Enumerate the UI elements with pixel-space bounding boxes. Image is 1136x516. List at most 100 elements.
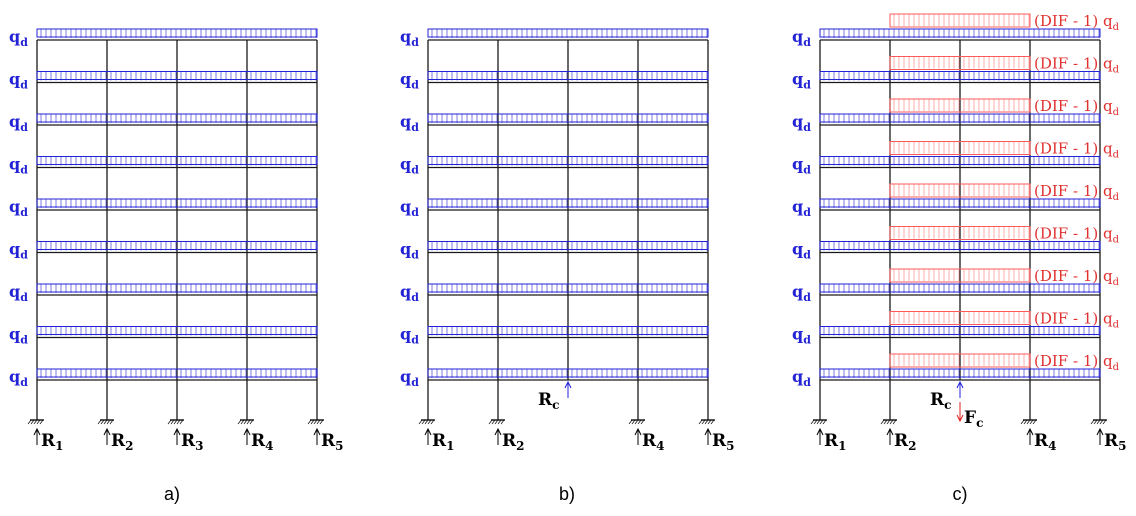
support-hatch	[237, 419, 242, 425]
support-hatch	[307, 419, 312, 425]
reaction-label-R2: R2	[502, 431, 525, 453]
reaction-label-R3-sub: 3	[195, 439, 203, 453]
load-label-qd-main: q	[9, 282, 20, 301]
load-label-qd-main: q	[400, 282, 411, 301]
support-hatch	[631, 419, 636, 425]
support-hatch	[816, 419, 821, 425]
uniform-load-box	[427, 283, 709, 293]
dif-load-box	[889, 268, 1031, 283]
dif-label-q: q	[1103, 352, 1113, 370]
support-hatch	[822, 419, 827, 425]
load-label-qd-sub: d	[411, 291, 419, 304]
support-hatch	[109, 419, 114, 425]
load-label-qd-sub: d	[20, 206, 28, 219]
dif-load-label: (DIF - 1) qd	[1034, 267, 1120, 288]
dif-label-q-sub: d	[1113, 107, 1120, 118]
dif-label-q: q	[1103, 182, 1113, 200]
load-label-qd-main: q	[400, 70, 411, 89]
reaction-label-R4: R4	[642, 431, 665, 453]
dif-label-q-sub: d	[1113, 277, 1120, 288]
reaction-label-R4-sub: 4	[1048, 439, 1056, 453]
load-label-qd-main: q	[9, 197, 20, 216]
reaction-label-R1: R1	[432, 431, 455, 453]
support-hatch	[889, 419, 894, 425]
load-label-qd-sub: d	[411, 376, 419, 389]
load-label-qd-sub: d	[803, 206, 811, 219]
reaction-label-R5: R5	[321, 431, 344, 453]
load-label-qd-main: q	[792, 240, 803, 259]
load-label-qd-sub: d	[20, 121, 28, 134]
dif-load-label: (DIF - 1) qd	[1034, 97, 1120, 118]
reaction-label-R5: R5	[712, 431, 735, 453]
load-label-qd: qd	[792, 70, 811, 92]
dif-load-box	[889, 353, 1031, 368]
dif-label-q-sub: d	[1113, 362, 1120, 373]
reaction-label-R1: R1	[41, 431, 64, 453]
reaction-arrowhead	[1026, 427, 1034, 436]
load-label-qd-main: q	[792, 367, 803, 386]
support-hatch	[100, 419, 105, 425]
dif-load-label: (DIF - 1) qd	[1034, 12, 1120, 33]
dif-load-box	[889, 141, 1031, 155]
Rc-arrowhead	[956, 380, 964, 389]
uniform-load-box	[427, 28, 709, 38]
support-hatch	[27, 419, 32, 425]
reaction-arrowhead	[634, 427, 642, 436]
dif-load-box	[889, 311, 1031, 325]
reaction-label-Rc-main: R	[538, 390, 553, 410]
support-hatch	[167, 419, 172, 425]
support-hatch	[494, 419, 499, 425]
support-hatch	[1099, 419, 1104, 425]
reaction-label-R2-sub: 2	[516, 439, 524, 453]
reaction-label-R4-sub: 4	[656, 439, 664, 453]
reaction-arrowhead	[33, 427, 41, 436]
load-label-qd: qd	[400, 282, 419, 304]
reaction-label-R2-main: R	[894, 431, 909, 451]
reaction-label-R4: R4	[1034, 431, 1057, 453]
support-hatch	[427, 419, 432, 425]
reaction-arrowhead	[173, 427, 181, 436]
dif-label-q-sub: d	[1113, 22, 1120, 33]
reaction-label-R4: R4	[251, 431, 274, 453]
reaction-label-R1-main: R	[824, 431, 839, 451]
uniform-load-box	[36, 241, 318, 250]
reaction-label-Rc-main: R	[930, 390, 945, 410]
uniform-load-box	[427, 241, 709, 250]
load-label-qd-main: q	[792, 197, 803, 216]
load-label-qd-main: q	[792, 282, 803, 301]
force-label-Fc-main: F	[964, 408, 976, 428]
support-hatch	[1026, 419, 1031, 425]
support-hatch	[880, 419, 885, 425]
dif-load-box	[889, 13, 1031, 28]
support-hatch	[488, 419, 493, 425]
dif-label-prefix: (DIF - 1)	[1034, 55, 1103, 73]
uniform-load-box	[36, 283, 318, 293]
dif-label-prefix: (DIF - 1)	[1034, 225, 1103, 243]
reaction-label-R5-sub: 5	[1118, 439, 1126, 453]
dif-label-prefix: (DIF - 1)	[1034, 267, 1103, 285]
support-hatch	[886, 419, 891, 425]
load-label-qd-main: q	[9, 325, 20, 344]
support-hatch	[701, 419, 706, 425]
reaction-arrowhead	[886, 427, 894, 436]
dif-label-q-sub: d	[1113, 235, 1120, 246]
load-label-qd: qd	[792, 197, 811, 219]
uniform-load-box	[819, 326, 1101, 335]
dif-label-q-sub: d	[1113, 150, 1120, 161]
dif-label-q: q	[1103, 225, 1113, 243]
load-label-qd-main: q	[9, 367, 20, 386]
dif-load-label: (DIF - 1) qd	[1034, 182, 1120, 203]
support-hatch	[1102, 419, 1107, 425]
support-hatch	[316, 419, 321, 425]
reaction-label-R3-main: R	[181, 431, 196, 451]
support-hatch	[243, 419, 248, 425]
load-label-qd: qd	[792, 282, 811, 304]
support-hatch	[640, 419, 645, 425]
load-label-qd-main: q	[9, 70, 20, 89]
support-hatch	[698, 419, 703, 425]
support-hatch	[491, 419, 496, 425]
support-hatch	[813, 419, 818, 425]
support-hatch	[240, 419, 245, 425]
reaction-label-R5: R5	[1104, 431, 1127, 453]
